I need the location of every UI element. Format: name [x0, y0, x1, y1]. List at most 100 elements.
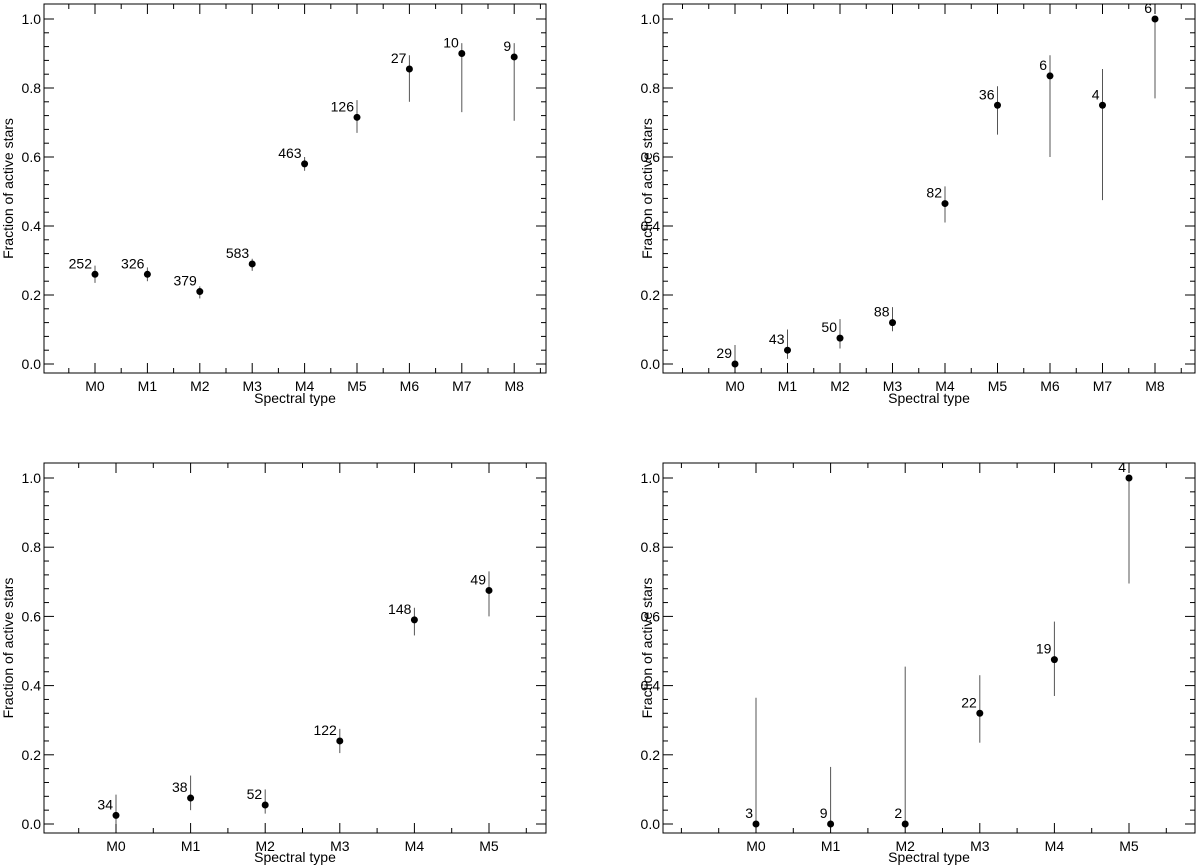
count-label: 9: [820, 805, 828, 821]
data-point: [731, 360, 739, 368]
y-tick-label: 0.4: [641, 678, 661, 694]
data-point: [353, 113, 361, 121]
data-point: [836, 334, 844, 342]
x-tick-label-m1: M1: [181, 838, 201, 854]
count-label: 22: [961, 694, 977, 710]
y-tick-label: 1.0: [641, 470, 661, 486]
count-label: 379: [173, 273, 197, 289]
x-tick-label-m7: M7: [452, 378, 472, 394]
y-tick-label: 0.2: [641, 287, 661, 303]
data-point: [827, 820, 835, 828]
y-tick-label: 0.6: [22, 608, 42, 624]
count-label: 27: [391, 50, 407, 66]
count-label: 463: [278, 145, 302, 161]
plot-frame: [43, 3, 547, 374]
y-tick-label: 0.8: [22, 80, 42, 96]
count-label: 36: [979, 86, 995, 102]
data-point: [901, 820, 909, 828]
x-axis-label: Spectral type: [888, 390, 970, 406]
x-tick-label-m0: M0: [106, 838, 126, 854]
y-tick-label: 0.8: [641, 80, 661, 96]
y-tick-label: 0.4: [641, 218, 661, 234]
x-tick-label-m5: M5: [1119, 838, 1139, 854]
data-point: [196, 288, 204, 296]
y-tick-label: 0.6: [641, 608, 661, 624]
x-tick-label-m4: M4: [1045, 838, 1065, 854]
count-label: 43: [769, 331, 785, 347]
count-label: 4: [1118, 459, 1126, 475]
y-axis-label: Fraction of active stars: [639, 578, 655, 719]
count-label: 49: [470, 571, 486, 587]
x-tick-label-m8: M8: [1145, 378, 1165, 394]
data-point: [301, 160, 309, 168]
y-tick-label: 0.8: [22, 539, 42, 555]
data-point: [1125, 474, 1133, 482]
x-tick-label-m0: M0: [746, 838, 766, 854]
plot-frame: [662, 3, 1196, 374]
data-point: [143, 270, 151, 278]
data-point: [994, 101, 1001, 109]
data-point: [941, 200, 949, 208]
count-label: 4: [1092, 86, 1100, 102]
x-tick-label-m1: M1: [821, 838, 841, 854]
x-tick-label-m2: M2: [895, 838, 915, 854]
y-tick-label: 1.0: [22, 470, 42, 486]
data-point: [187, 794, 195, 802]
y-tick-label: 0.0: [22, 816, 42, 832]
x-tick-label-m5: M5: [479, 838, 499, 854]
count-label: 148: [388, 601, 412, 617]
count-label: 326: [121, 255, 145, 271]
count-label: 2: [894, 805, 902, 821]
data-point: [405, 65, 413, 73]
count-label: 9: [503, 38, 511, 54]
count-label: 10: [443, 35, 459, 51]
count-label: 6: [1144, 0, 1152, 16]
x-tick-label-m2: M2: [255, 838, 275, 854]
data-point: [248, 260, 256, 268]
count-label: 3: [745, 805, 753, 821]
x-tick-label-m6: M6: [400, 378, 420, 394]
data-point: [410, 616, 418, 624]
count-label: 52: [247, 786, 263, 802]
count-label: 88: [874, 304, 890, 320]
y-tick-label: 0.0: [22, 356, 42, 372]
count-label: 6: [1039, 57, 1047, 73]
data-point: [510, 53, 518, 61]
x-axis-label: Spectral type: [888, 849, 970, 865]
y-axis-label: Fraction of active stars: [0, 578, 16, 719]
y-tick-label: 0.0: [641, 356, 661, 372]
chart-panel-4: 0.0 0.2 0.4 0.6 0.8 1.0 M0 M1 M2 M3 M4 M5 Spectral t…: [639, 459, 1196, 865]
x-tick-label-m1: M1: [778, 378, 798, 394]
x-tick-label-m3: M3: [242, 378, 262, 394]
x-tick-label-m0: M0: [725, 378, 745, 394]
x-tick-label-m0: M0: [85, 378, 105, 394]
x-tick-label-m5: M5: [988, 378, 1008, 394]
count-label: 583: [226, 245, 250, 261]
x-axis-label: Spectral type: [254, 849, 336, 865]
x-tick-label-m4: M4: [295, 378, 315, 394]
y-tick-label: 0.6: [22, 149, 42, 165]
count-label: 38: [172, 779, 188, 795]
x-tick-label-m4: M4: [935, 378, 955, 394]
y-tick-label: 0.2: [22, 287, 42, 303]
data-point: [1050, 656, 1058, 664]
data-point: [1151, 15, 1159, 23]
count-label: 29: [716, 345, 732, 361]
y-tick-label: 0.4: [22, 218, 42, 234]
y-tick-label: 0.2: [22, 747, 42, 763]
count-label: 126: [331, 98, 355, 114]
data-point: [1046, 72, 1054, 80]
count-label: 50: [821, 319, 837, 335]
count-label: 252: [69, 255, 93, 271]
data-point: [91, 270, 99, 278]
x-tick-label-m3: M3: [883, 378, 903, 394]
x-tick-label-m2: M2: [830, 378, 850, 394]
y-tick-label: 0.0: [641, 816, 661, 832]
data-point: [889, 319, 896, 327]
x-tick-label-m2: M2: [190, 378, 210, 394]
y-axis-label: Fraction of active stars: [639, 118, 655, 259]
data-point: [112, 811, 120, 819]
x-axis-label: Spectral type: [254, 390, 336, 406]
count-label: 122: [313, 722, 337, 738]
